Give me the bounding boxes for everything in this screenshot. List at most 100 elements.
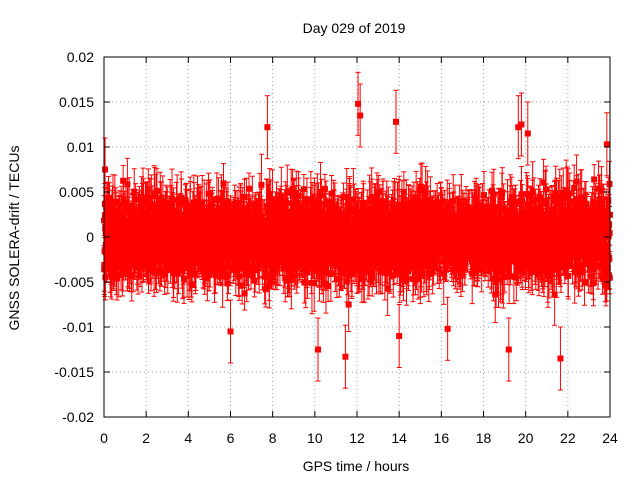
data-point	[289, 186, 296, 193]
data-point	[194, 198, 201, 205]
data-point	[304, 257, 311, 264]
data-point	[114, 275, 121, 282]
data-point	[241, 194, 248, 201]
data-point	[178, 194, 185, 201]
y-axis-label: GNSS SOLERA-drift / TECUs	[6, 146, 22, 331]
data-point	[146, 194, 153, 201]
data-point	[171, 260, 178, 267]
data-point	[157, 257, 164, 264]
data-point	[118, 201, 125, 208]
data-point	[103, 203, 110, 210]
data-point	[140, 194, 147, 201]
data-point	[153, 188, 160, 195]
data-point	[281, 202, 288, 209]
data-point	[220, 180, 227, 187]
data-point	[162, 262, 169, 269]
data-point	[249, 200, 256, 207]
data-point	[157, 205, 164, 212]
x-axis-label: GPS time / hours	[303, 458, 410, 474]
data-point	[294, 203, 301, 210]
data-point	[247, 271, 254, 278]
data-point	[197, 216, 204, 223]
data-point	[204, 275, 211, 282]
data-point	[124, 181, 131, 188]
data-point	[266, 190, 273, 197]
data-point	[266, 279, 273, 286]
data-point	[291, 190, 298, 197]
data-point	[252, 267, 259, 274]
data-point	[219, 216, 226, 223]
data-point	[235, 265, 242, 272]
data-point	[308, 259, 315, 266]
data-point	[164, 217, 171, 224]
data-point	[207, 255, 214, 262]
data-point	[170, 270, 177, 277]
data-point	[149, 258, 156, 265]
data-point	[102, 274, 109, 281]
data-point	[268, 221, 275, 228]
data-point	[290, 245, 297, 252]
data-point	[245, 185, 252, 192]
data-point	[224, 199, 231, 206]
data-point	[112, 240, 119, 247]
data-point	[101, 264, 108, 271]
data-point	[175, 259, 182, 266]
data-point	[183, 203, 190, 210]
data-point	[284, 189, 291, 196]
data-point	[174, 269, 181, 276]
data-point	[303, 197, 310, 204]
data-point	[287, 225, 294, 232]
data-point	[235, 199, 242, 206]
data-point	[132, 196, 139, 203]
data-point	[108, 273, 115, 280]
data-point	[153, 269, 160, 276]
data-point	[245, 265, 252, 272]
data-point	[174, 197, 181, 204]
data-point	[151, 193, 158, 200]
data-point	[169, 196, 176, 203]
data-point	[256, 252, 263, 259]
data-point	[312, 198, 319, 205]
data-point	[188, 281, 195, 288]
data-point	[281, 261, 288, 268]
data-point	[153, 202, 160, 209]
data-point	[238, 213, 245, 220]
data-point	[105, 194, 112, 201]
data-point	[269, 196, 276, 203]
data-point	[258, 181, 265, 188]
data-point	[225, 272, 232, 279]
data-point	[280, 265, 287, 272]
data-point	[206, 271, 213, 278]
data-point	[262, 286, 269, 293]
data-point	[120, 177, 127, 184]
data-point	[300, 186, 307, 193]
data-point	[255, 265, 262, 272]
data-point	[239, 282, 246, 289]
data-point	[259, 213, 266, 220]
data-point	[235, 223, 242, 230]
data-point	[188, 269, 195, 276]
data-point	[183, 207, 190, 214]
data-point	[220, 210, 227, 217]
data-point	[293, 217, 300, 224]
data-point	[161, 271, 168, 278]
data-point	[167, 200, 174, 207]
data-point	[131, 188, 138, 195]
data-point	[302, 279, 309, 286]
data-point	[109, 206, 116, 213]
data-series-solera-drift	[101, 71, 613, 391]
data-point	[232, 209, 239, 216]
data-point	[155, 208, 162, 215]
data-point	[119, 269, 126, 276]
data-point	[318, 268, 325, 275]
data-point	[120, 196, 127, 203]
data-point	[243, 205, 250, 212]
data-point	[224, 280, 231, 287]
data-point	[182, 198, 189, 205]
data-point	[278, 193, 285, 200]
data-point	[318, 192, 325, 199]
data-point	[204, 222, 211, 229]
data-point	[236, 273, 243, 280]
data-point	[221, 201, 228, 208]
